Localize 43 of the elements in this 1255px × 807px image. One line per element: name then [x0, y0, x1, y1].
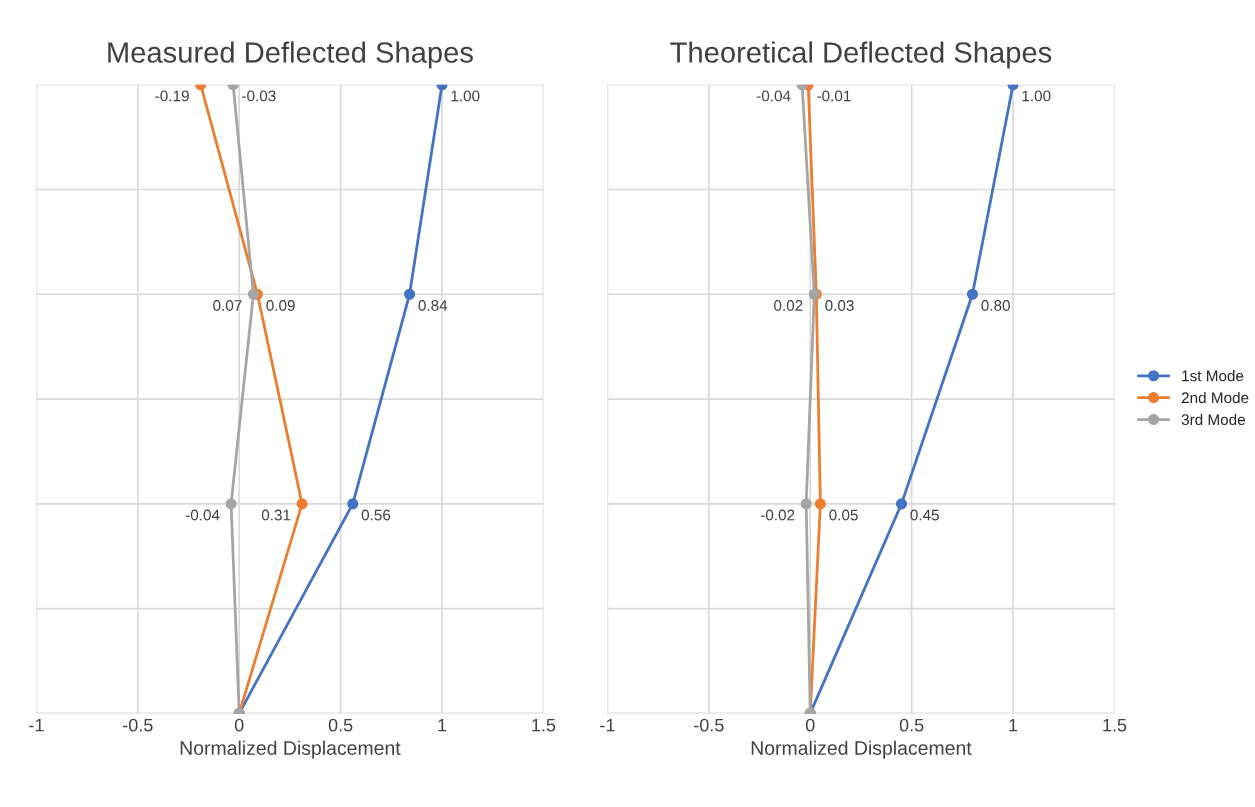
x-axis-title: Normalized Displacement — [751, 740, 972, 759]
data-label: 1.00 — [451, 90, 480, 102]
point — [895, 498, 908, 510]
data-label: -0.02 — [760, 509, 795, 521]
x-tick-label: 0 — [234, 718, 244, 732]
x-tick-label: 0.5 — [328, 718, 353, 732]
x-tick-label: 1.5 — [1103, 718, 1127, 732]
data-label: 0.84 — [418, 300, 448, 311]
x-tick-label: -1 — [600, 718, 615, 732]
data-label: 0.56 — [361, 509, 391, 521]
point — [404, 288, 416, 300]
x-tick-label: 1.5 — [532, 718, 556, 732]
legend-label: 2nd Mode — [1181, 391, 1249, 404]
x-tick-label: 1 — [438, 718, 447, 732]
data-label: 0.07 — [213, 300, 242, 311]
chart-title: Measured Deflected Shapes — [108, 41, 473, 69]
point — [296, 498, 308, 510]
data-label: -0.01 — [817, 90, 851, 102]
data-label: 0.45 — [910, 509, 939, 521]
data-label: -0.19 — [155, 90, 189, 102]
data-label: -0.04 — [756, 90, 791, 102]
data-label: 0.31 — [261, 509, 291, 521]
point — [814, 498, 826, 510]
data-label: 0.05 — [829, 509, 858, 521]
x-axis-title: Normalized Displacement — [180, 740, 401, 759]
data-label: 0.80 — [981, 300, 1010, 311]
legend-label: 3rd Mode — [1181, 413, 1245, 426]
data-label: -0.04 — [185, 509, 220, 521]
point — [347, 498, 359, 510]
chart-title: Theoretical Deflected Shapes — [670, 41, 1052, 69]
data-label: 0.02 — [774, 300, 803, 311]
x-tick-label: -1 — [29, 718, 44, 732]
data-label: 0.03 — [825, 300, 854, 311]
data-label: 1.00 — [1022, 90, 1051, 102]
data-label: -0.03 — [242, 90, 276, 102]
x-tick-label: -0.5 — [123, 718, 153, 732]
x-tick-label: 0.5 — [899, 718, 924, 732]
x-tick-label: 1 — [1009, 718, 1018, 732]
legend-label: 1st Mode — [1182, 370, 1244, 382]
point — [966, 288, 979, 300]
x-tick-label: -0.5 — [694, 718, 724, 732]
data-label: 0.09 — [266, 300, 295, 311]
x-tick-label: 0 — [805, 718, 815, 732]
